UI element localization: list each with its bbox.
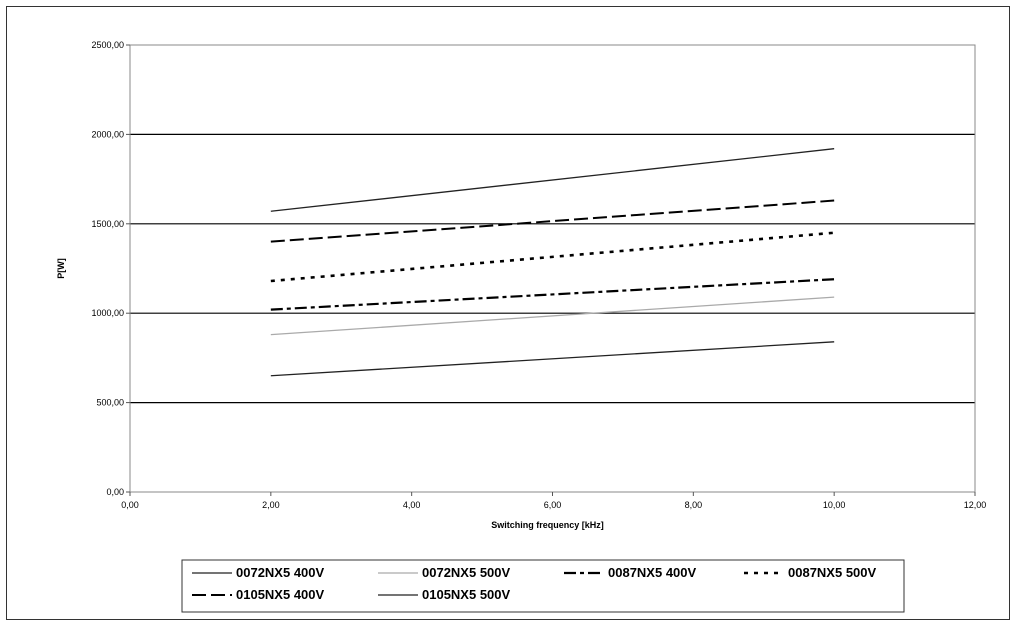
grid-layer <box>130 133 975 404</box>
series-line <box>270 148 835 212</box>
tick-layer: 0,00 500,00 1000,00 1500,00 2000,00 2500,00 0,… <box>91 40 986 510</box>
legend-label: 0087NX5 400V <box>608 565 697 580</box>
series-line <box>270 278 835 311</box>
x-axis-title: Switching frequency [kHz] <box>491 520 604 530</box>
legend-label: 0087NX5 500V <box>788 565 877 580</box>
plot-area <box>129 44 976 493</box>
series-layer <box>270 148 835 377</box>
y-tick-label: 1000,00 <box>91 308 124 318</box>
series-line <box>270 341 835 377</box>
legend-label: 0072NX5 400V <box>236 565 325 580</box>
y-tick-label: 500,00 <box>96 398 124 408</box>
y-tick-label: 2500,00 <box>91 40 124 50</box>
y-axis-title: P[W] <box>56 258 66 279</box>
x-tick-label: 0,00 <box>121 500 139 510</box>
x-tick-label: 4,00 <box>403 500 421 510</box>
y-tick-label: 1500,00 <box>91 219 124 229</box>
x-tick-label: 10,00 <box>823 500 846 510</box>
legend-label: 0105NX5 400V <box>236 587 325 602</box>
legend-box <box>181 559 905 613</box>
legend-label: 0105NX5 500V <box>422 587 511 602</box>
y-tick-label: 0,00 <box>106 487 124 497</box>
legend: 0072NX5 400V 0072NX5 500V 0087NX5 400V 0087… <box>181 559 905 613</box>
series-line <box>270 296 835 336</box>
x-tick-label: 8,00 <box>685 500 703 510</box>
series-line <box>270 199 835 243</box>
y-tick-label: 2000,00 <box>91 129 124 139</box>
legend-label: 0072NX5 500V <box>422 565 511 580</box>
x-tick-label: 6,00 <box>544 500 562 510</box>
series-line <box>270 231 835 283</box>
x-tick-label: 12,00 <box>964 500 987 510</box>
x-tick-label: 2,00 <box>262 500 280 510</box>
